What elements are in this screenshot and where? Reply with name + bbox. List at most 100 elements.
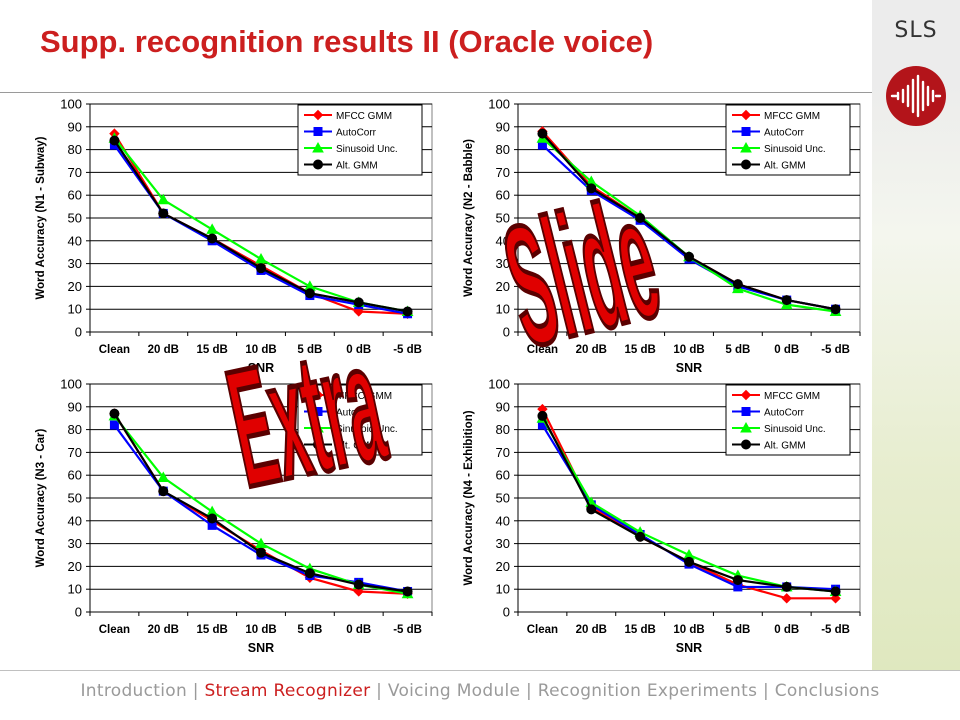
legend: MFCC GMM AutoCorr Sinusoid Unc. Alt. GMM [725,384,851,456]
y-tick-label: 100 [60,377,82,392]
legend-marker [740,389,752,401]
footer-nav: Introduction | Stream Recognizer | Voici… [0,681,960,701]
data-point-alt-gmm [830,304,841,315]
x-tick-label: 15 dB [624,624,655,636]
y-tick-label: 20 [68,279,82,294]
y-tick-label: 50 [496,491,510,506]
y-tick-label: 90 [496,399,510,414]
x-tick-label: 5 dB [297,344,322,356]
data-point-alt-gmm [207,513,218,524]
x-tick-label: Clean [99,624,130,636]
y-axis-label: Word Accuracy (N4 - Exhibition) [463,410,475,585]
x-tick-label: 5 dB [297,624,322,636]
title-divider [0,92,872,93]
y-tick-label: 20 [496,279,510,294]
y-tick-label: 100 [60,97,82,112]
legend-entry: AutoCorr [764,127,805,138]
x-tick-label: -5 dB [821,344,850,356]
footer-link-introduction[interactable]: Introduction [80,681,188,701]
footer-link-conclusions[interactable]: Conclusions [774,681,880,701]
data-point-alt-gmm [304,568,315,579]
logo-text: SLS [894,18,938,43]
legend-marker [741,159,751,170]
data-point-alt-gmm [109,408,120,419]
chart-n1-subway: 0 10 20 30 40 50 60 70 80 90 100 Clean 20 dB 15 dB 10 … [35,97,433,374]
y-tick-label: 30 [68,256,82,271]
data-point-alt-gmm [207,233,218,244]
series-alt-gmm [537,410,841,597]
data-point-alt-gmm [353,579,364,590]
data-point-alt-gmm [158,486,169,497]
footer-separator: | [370,681,388,701]
y-tick-label: 20 [68,559,82,574]
legend-entry: AutoCorr [336,127,377,138]
footer-link-recognition-experiments[interactable]: Recognition Experiments [537,681,758,701]
y-tick-label: 10 [68,302,82,317]
legend-marker [740,109,752,121]
legend-entry: AutoCorr [336,407,377,418]
x-tick-label: 0 dB [346,624,371,636]
data-point-alt-gmm [781,295,792,306]
chart-n3-car: 0 10 20 30 40 50 60 70 80 90 100 Clean 20 dB 15 dB 10 … [35,377,433,654]
x-tick-label: Clean [99,344,130,356]
y-tick-label: 40 [496,513,510,528]
legend-marker [313,159,323,170]
legend-marker [312,421,324,433]
y-tick-label: 0 [75,605,82,620]
footer-link-voicing-module[interactable]: Voicing Module [387,681,521,701]
y-tick-label: 80 [496,422,510,437]
x-tick-label: 10 dB [673,624,704,636]
data-point-alt-gmm [402,586,413,597]
data-point-mfcc-gmm [830,593,841,604]
data-point-alt-gmm [158,208,169,219]
legend-marker [312,109,324,121]
y-tick-label: 60 [496,188,510,203]
chart-n2-babble: 0 10 20 30 40 50 60 70 80 90 100 Clean 20 dB 15 dB 10 … [463,97,861,374]
data-point-alt-gmm [256,263,266,274]
x-tick-label: 15 dB [196,344,227,356]
y-tick-label: 0 [503,605,510,620]
x-tick-label: 15 dB [624,344,655,356]
y-axis-label: Word Accuracy (N1 - Subway) [35,136,47,299]
x-tick-label: 20 dB [148,624,179,636]
footer-link-stream-recognizer[interactable]: Stream Recognizer [204,681,371,701]
data-point-alt-gmm [684,556,694,567]
legend-entry: Sinusoid Unc. [764,424,826,435]
data-point-alt-gmm [256,547,266,558]
y-tick-label: 40 [68,233,82,248]
x-axis-label: SNR [248,641,274,654]
data-point-autocorr [109,420,119,430]
y-tick-label: 40 [68,513,82,528]
data-point-alt-gmm [830,586,841,597]
x-axis-label: SNR [676,641,702,654]
legend-entry: MFCC GMM [764,391,820,402]
x-tick-label: 5 dB [725,624,750,636]
data-point-alt-gmm [586,504,597,515]
data-point-alt-gmm [586,183,597,194]
x-tick-label: 20 dB [576,344,607,356]
y-axis-label: Word Accuracy (N2 - Babble) [463,139,475,297]
x-tick-label: 10 dB [245,624,276,636]
x-tick-label: 20 dB [576,624,607,636]
x-axis-label: SNR [676,361,702,374]
legend-marker [741,407,751,416]
legend-entry: AutoCorr [764,407,805,418]
x-tick-label: 0 dB [774,624,799,636]
y-tick-label: 70 [496,445,510,460]
y-tick-label: 100 [488,377,510,392]
data-point-alt-gmm [402,306,413,317]
y-tick-label: 50 [68,491,82,506]
data-point-alt-gmm [635,531,646,542]
y-tick-label: 80 [68,422,82,437]
x-tick-label: 15 dB [196,624,227,636]
legend-entry: Sinusoid Unc. [764,144,826,155]
y-tick-label: 90 [68,119,82,134]
footer-separator: | [187,681,205,701]
x-tick-label: 0 dB [774,344,799,356]
data-point-alt-gmm [684,251,694,262]
legend: MFCC GMM AutoCorr Sinusoid Unc. Alt. GMM [297,104,423,176]
legend-entry: Alt. GMM [336,160,378,171]
y-tick-label: 30 [68,536,82,551]
y-tick-label: 10 [496,582,510,597]
y-tick-label: 70 [496,165,510,180]
